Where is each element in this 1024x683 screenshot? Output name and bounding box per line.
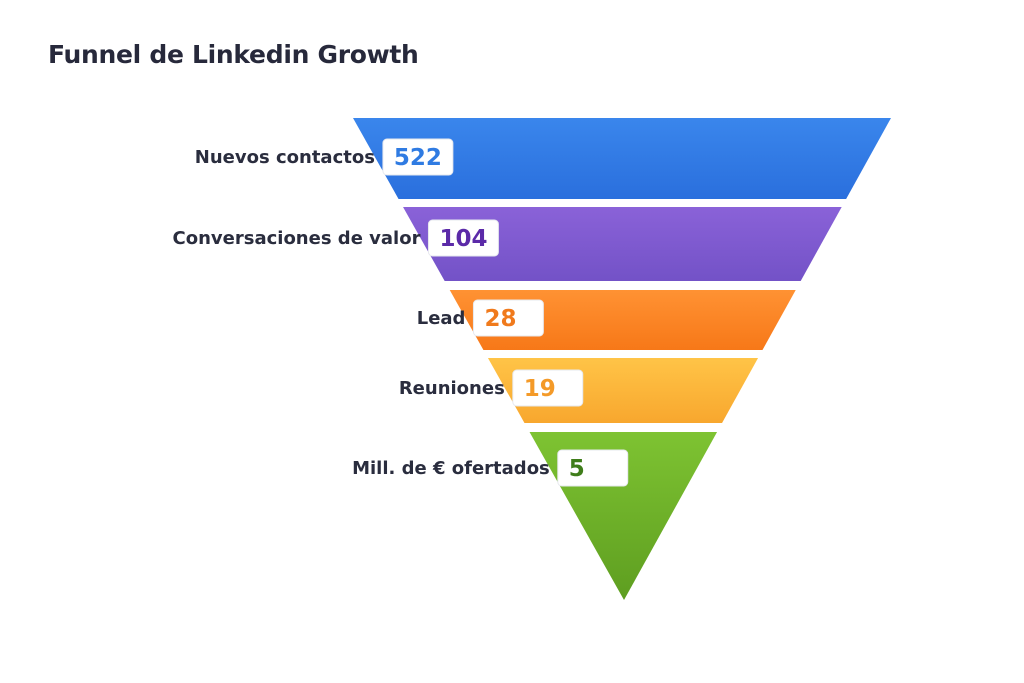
- stage-label-nuevos-contactos: Nuevos contactos: [195, 147, 375, 168]
- chart-title: Funnel de Linkedin Growth: [48, 40, 419, 69]
- value-badge-conversaciones-de-valor: [427, 219, 499, 257]
- value-label-lead: 28: [484, 306, 516, 332]
- stage-label-reuniones: Reuniones: [399, 378, 505, 399]
- value-label-conversaciones-de-valor: 104: [439, 226, 487, 252]
- value-badge-mill-de-ofertados: [557, 449, 629, 487]
- value-badge-nuevos-contactos: [382, 138, 454, 176]
- funnel-segment-conversaciones-de-valor: [403, 207, 842, 281]
- stage-label-conversaciones-de-valor: Conversaciones de valor: [173, 228, 421, 249]
- value-badge-reuniones: [512, 369, 584, 407]
- funnel-segments: [353, 118, 891, 600]
- value-label-mill-de-ofertados: 5: [569, 456, 585, 482]
- stage-label-mill-de-ofertados: Mill. de € ofertados: [352, 458, 550, 479]
- value-badge-lead: [472, 299, 544, 337]
- stage-label-lead: Lead: [417, 308, 466, 329]
- funnel-labels: 522 Nuevos contactos 104 Conversaciones de …: [173, 138, 629, 487]
- funnel-segment-nuevos-contactos: [353, 118, 891, 199]
- value-label-nuevos-contactos: 522: [394, 145, 442, 171]
- value-label-reuniones: 19: [524, 376, 556, 402]
